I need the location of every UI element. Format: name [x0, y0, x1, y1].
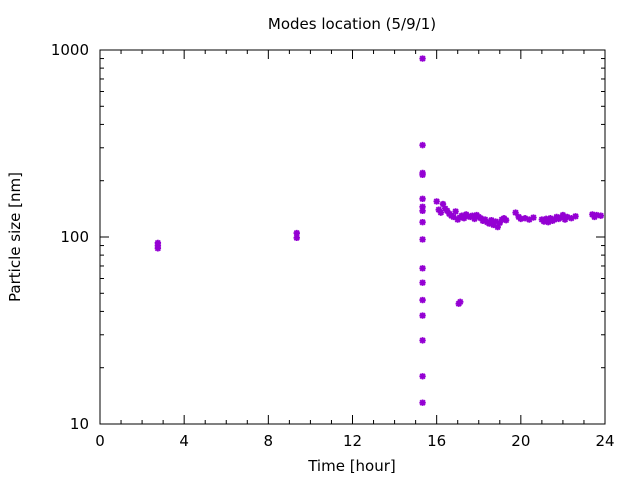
x-tick-label: 24 — [595, 432, 614, 450]
x-tick-label: 12 — [343, 432, 362, 450]
data-points — [154, 55, 604, 406]
data-point — [492, 218, 499, 225]
data-point — [597, 212, 604, 219]
data-point — [443, 207, 451, 215]
data-point — [419, 169, 426, 177]
data-point — [433, 198, 440, 205]
x-axis-title: Time [hour] — [307, 457, 396, 475]
x-tick-label: 0 — [95, 432, 105, 450]
data-point — [542, 215, 550, 223]
data-point — [419, 203, 426, 211]
data-point — [494, 223, 501, 231]
y-tick-label: 100 — [60, 228, 89, 246]
data-point — [521, 215, 529, 222]
data-point — [471, 215, 478, 223]
data-point — [419, 195, 426, 203]
data-point — [559, 211, 567, 219]
y-tick-label: 1000 — [51, 41, 89, 59]
data-point — [460, 215, 468, 222]
data-point — [490, 221, 497, 229]
data-point — [419, 55, 426, 62]
y-axis-title: Particle size [nm] — [6, 172, 24, 302]
data-point — [530, 214, 537, 221]
data-point — [488, 216, 495, 224]
y-tick-label: 10 — [70, 415, 89, 433]
data-point — [419, 399, 426, 406]
data-point — [293, 234, 300, 242]
plot-frame — [99, 49, 606, 425]
data-point — [439, 200, 447, 208]
data-point — [419, 207, 426, 215]
data-point — [496, 219, 503, 227]
axis-tick-labels: 0 4 8 12 16 20 24 10 100 1000 — [51, 41, 615, 450]
data-point — [572, 213, 579, 220]
data-point — [419, 265, 426, 272]
chart-title: Modes location (5/9/1) — [268, 15, 436, 33]
data-point — [419, 312, 426, 319]
data-point — [419, 337, 426, 344]
data-point — [437, 209, 445, 216]
data-point — [419, 296, 426, 304]
data-point — [154, 245, 162, 252]
data-point — [293, 229, 300, 237]
data-point — [568, 215, 575, 222]
data-point — [419, 218, 426, 226]
x-tick-label: 8 — [264, 432, 274, 450]
data-point — [593, 211, 600, 219]
x-tick-label: 20 — [511, 432, 530, 450]
data-point — [452, 208, 459, 215]
data-point — [457, 298, 464, 306]
data-point — [486, 220, 493, 227]
data-point — [435, 206, 442, 213]
data-point — [419, 279, 426, 286]
x-tick-label: 4 — [179, 432, 189, 450]
data-point — [526, 216, 533, 223]
data-point — [419, 373, 426, 380]
data-point — [469, 212, 476, 219]
data-point — [517, 215, 525, 223]
x-tick-label: 16 — [427, 432, 446, 450]
data-point — [512, 209, 519, 216]
data-point — [502, 216, 510, 224]
data-point — [544, 218, 552, 226]
data-point — [450, 213, 457, 221]
data-point — [563, 213, 571, 221]
data-point — [419, 236, 426, 243]
data-point — [419, 141, 426, 149]
